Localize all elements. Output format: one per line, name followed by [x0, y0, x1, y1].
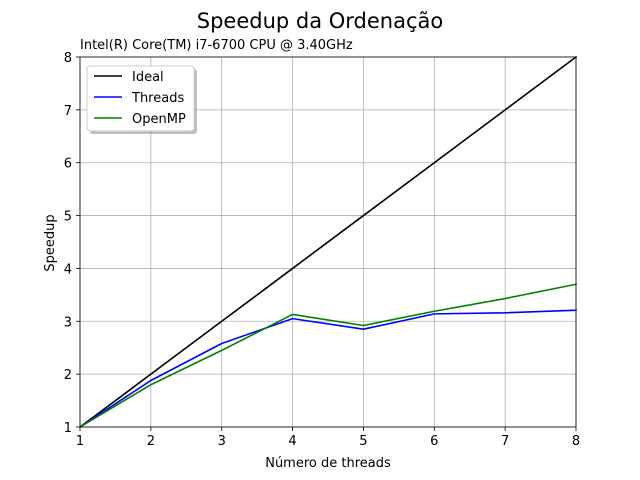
series-line-openmp: [78, 283, 577, 429]
y-tick-label-4: 4: [64, 262, 72, 277]
legend-label-threads: Threads: [131, 91, 184, 106]
chart-title: Speedup da Ordenação: [197, 9, 444, 33]
x-tick-label-2: 2: [147, 434, 155, 449]
y-tick-label-1: 1: [64, 421, 72, 436]
legend-label-ideal: Ideal: [132, 70, 164, 85]
axis-ticks: 1 2 3 4 5 6 7 8 1 2 3 4 5 6 7 8: [64, 51, 580, 449]
y-tick-label-6: 6: [64, 157, 72, 172]
y-tick-label-8: 8: [64, 51, 72, 66]
x-tick-label-5: 5: [359, 434, 367, 449]
y-axis-label: Speedup: [43, 214, 58, 271]
x-tick-label-3: 3: [218, 434, 226, 449]
y-tick-label-7: 7: [64, 104, 72, 119]
x-axis-label: Número de threads: [265, 456, 391, 471]
x-tick-label-7: 7: [501, 434, 509, 449]
x-tick-label-8: 8: [572, 434, 580, 449]
x-tick-label-4: 4: [288, 434, 296, 449]
y-tick-label-3: 3: [64, 315, 72, 330]
legend: Ideal Threads OpenMP: [86, 65, 197, 134]
y-tick-label-5: 5: [64, 210, 72, 225]
x-tick-label-1: 1: [76, 434, 84, 449]
chart-subtitle: Intel(R) Core(TM) i7-6700 CPU @ 3.40GHz: [80, 38, 353, 53]
legend-entries: Ideal Threads OpenMP: [94, 70, 186, 127]
y-tick-label-2: 2: [64, 368, 72, 383]
series-line-ideal: [78, 55, 578, 429]
plot-frame: [79, 56, 577, 428]
x-tick-label-6: 6: [430, 434, 438, 449]
legend-box: [86, 65, 195, 132]
series-lines: [78, 55, 578, 429]
series-line-threads: [78, 309, 577, 429]
legend-label-openmp: OpenMP: [132, 112, 186, 127]
